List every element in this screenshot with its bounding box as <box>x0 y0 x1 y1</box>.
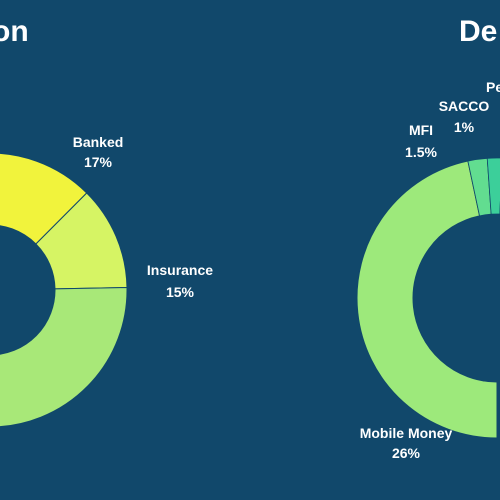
chart-title-left: on <box>0 15 29 48</box>
label-banked-name: Banked <box>73 134 124 150</box>
right-donut-slice-mobile-money <box>356 160 498 439</box>
label-sacco-value: 1% <box>454 119 475 135</box>
label-sacco-name: SACCO <box>439 98 490 114</box>
chart-title-right: De <box>459 15 498 48</box>
label-mobile-money-name: Mobile Money <box>360 425 453 441</box>
label-pe-name: Pe <box>486 79 500 95</box>
label-banked-value: 17% <box>84 154 113 170</box>
donut-right <box>356 157 500 439</box>
label-insurance-value: 15% <box>166 284 195 300</box>
label-mfi-value: 1.5% <box>405 144 437 160</box>
donut-left <box>0 152 128 428</box>
label-mobile-money-value: 26% <box>392 445 421 461</box>
left-donut-slice-3 <box>0 287 128 428</box>
label-insurance-name: Insurance <box>147 262 213 278</box>
label-mfi-name: MFI <box>409 122 433 138</box>
